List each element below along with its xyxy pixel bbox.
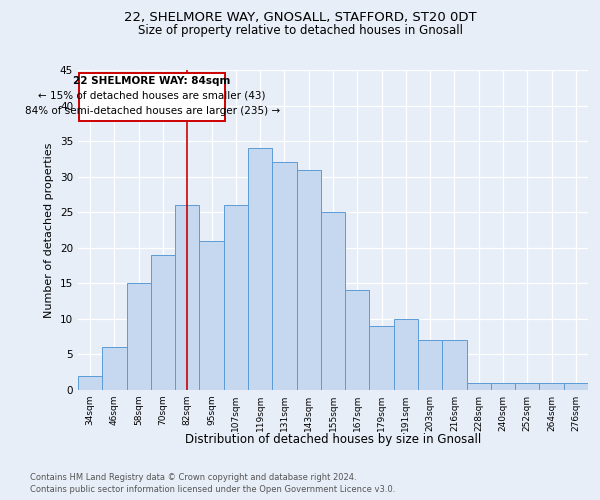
Bar	[127, 284, 151, 390]
Bar	[442, 340, 467, 390]
Text: ← 15% of detached houses are smaller (43): ← 15% of detached houses are smaller (43…	[38, 90, 266, 101]
Bar	[321, 212, 345, 390]
Text: Contains HM Land Registry data © Crown copyright and database right 2024.: Contains HM Land Registry data © Crown c…	[30, 472, 356, 482]
Bar	[272, 162, 296, 390]
Bar	[418, 340, 442, 390]
Text: 22, SHELMORE WAY, GNOSALL, STAFFORD, ST20 0DT: 22, SHELMORE WAY, GNOSALL, STAFFORD, ST2…	[124, 11, 476, 24]
Bar	[491, 383, 515, 390]
Text: 22 SHELMORE WAY: 84sqm: 22 SHELMORE WAY: 84sqm	[73, 76, 231, 86]
Text: 84% of semi-detached houses are larger (235) →: 84% of semi-detached houses are larger (…	[25, 106, 280, 116]
Bar	[467, 383, 491, 390]
Bar	[564, 383, 588, 390]
Bar	[370, 326, 394, 390]
Text: Contains public sector information licensed under the Open Government Licence v3: Contains public sector information licen…	[30, 485, 395, 494]
Text: Distribution of detached houses by size in Gnosall: Distribution of detached houses by size …	[185, 432, 481, 446]
Bar	[394, 319, 418, 390]
Bar	[175, 205, 199, 390]
Y-axis label: Number of detached properties: Number of detached properties	[44, 142, 55, 318]
Bar	[539, 383, 564, 390]
FancyBboxPatch shape	[79, 73, 225, 121]
Bar	[199, 240, 224, 390]
Bar	[296, 170, 321, 390]
Bar	[345, 290, 370, 390]
Bar	[248, 148, 272, 390]
Bar	[78, 376, 102, 390]
Text: Size of property relative to detached houses in Gnosall: Size of property relative to detached ho…	[137, 24, 463, 37]
Bar	[515, 383, 539, 390]
Bar	[151, 255, 175, 390]
Bar	[102, 348, 127, 390]
Bar	[224, 205, 248, 390]
